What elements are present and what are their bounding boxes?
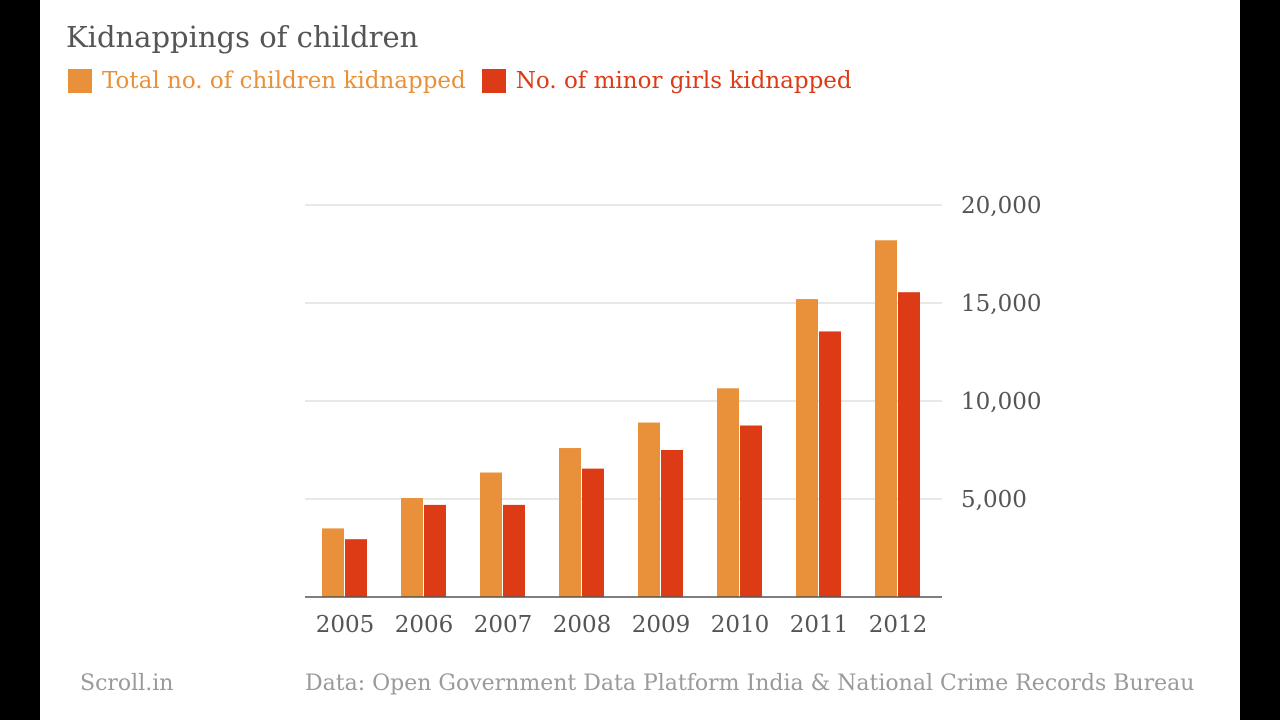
chart-frame: Kidnappings of children Total no. of chi…: [40, 0, 1240, 720]
bar-total-2005: [322, 528, 344, 597]
x-tick-label-2005: 2005: [316, 612, 375, 638]
y-tick-label-10000: 10,000: [961, 389, 1041, 415]
chart-title: Kidnappings of children: [66, 20, 419, 54]
chart-legend: Total no. of children kidnapped No. of m…: [68, 68, 868, 94]
bar-total-2006: [401, 498, 423, 597]
bar-total-2008: [559, 448, 581, 597]
legend-swatch-total: [68, 69, 92, 93]
bar-total-2012: [875, 240, 897, 597]
legend-label-total: Total no. of children kidnapped: [102, 68, 466, 94]
y-tick-label-20000: 20,000: [961, 193, 1041, 219]
source-brand: Scroll.in: [80, 671, 174, 696]
x-tick-label-2007: 2007: [474, 612, 533, 638]
data-credit: Data: Open Government Data Platform Indi…: [305, 671, 1195, 696]
bar-girls-2005: [345, 539, 367, 597]
bar-total-2007: [480, 472, 502, 597]
x-tick-label-2010: 2010: [711, 612, 770, 638]
bar-total-2011: [796, 299, 818, 597]
bar-total-2010: [717, 388, 739, 597]
legend-swatch-girls: [481, 69, 506, 93]
legend-item-girls: No. of minor girls kidnapped: [481, 68, 852, 94]
bar-girls-2010: [740, 425, 762, 597]
y-tick-label-5000: 5,000: [961, 487, 1027, 513]
x-tick-label-2006: 2006: [395, 612, 454, 638]
x-tick-label-2009: 2009: [632, 612, 691, 638]
bar-girls-2006: [424, 504, 446, 597]
x-tick-label-2011: 2011: [790, 612, 849, 638]
bar-girls-2007: [503, 504, 525, 597]
legend-item-total: Total no. of children kidnapped: [68, 68, 466, 94]
bar-girls-2011: [819, 331, 841, 597]
bar-girls-2009: [661, 450, 683, 597]
bar-girls-2012: [898, 292, 920, 597]
bar-total-2009: [638, 422, 660, 597]
bar-chart: 5,000 10,000 15,000 20,000 2005 2006 2007 2008 2…: [305, 193, 1041, 638]
x-tick-label-2008: 2008: [553, 612, 612, 638]
x-tick-label-2012: 2012: [869, 612, 928, 638]
bar-girls-2008: [582, 468, 604, 597]
legend-label-girls: No. of minor girls kidnapped: [515, 68, 852, 94]
y-tick-label-15000: 15,000: [961, 291, 1041, 317]
